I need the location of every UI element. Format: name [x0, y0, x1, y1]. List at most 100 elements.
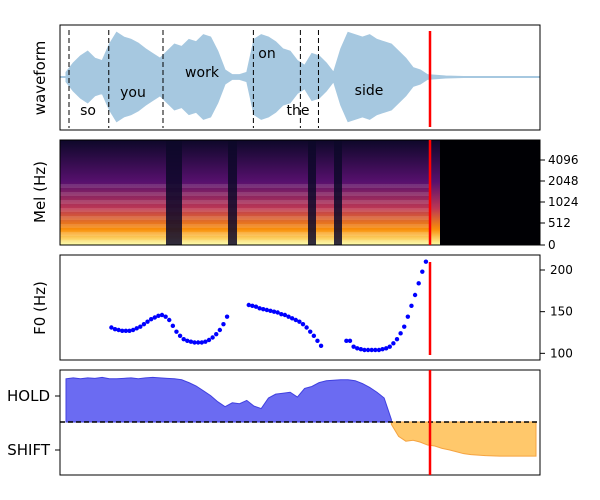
f0-point — [383, 346, 389, 351]
waveform-axes-frame — [59, 24, 541, 131]
mel-silence-gaps — [166, 140, 342, 245]
f0-point — [289, 316, 295, 321]
f0-point — [195, 340, 201, 345]
waveform-envelope — [60, 31, 540, 123]
f0-point — [170, 323, 176, 329]
f0-point — [185, 338, 190, 344]
mel-silence-region — [440, 140, 540, 245]
f0-point — [192, 340, 197, 345]
mel-gap — [308, 140, 316, 245]
f0-point — [376, 347, 382, 353]
f0-point — [344, 338, 349, 344]
f0-point — [402, 324, 407, 329]
f0-point — [156, 313, 161, 319]
f0-points — [109, 259, 429, 353]
f0-point — [145, 319, 150, 324]
mel-gap — [334, 140, 342, 245]
mel-tick-label: 2048 — [548, 174, 579, 188]
f0-point — [264, 307, 270, 313]
f0-point — [279, 311, 284, 317]
f0-point — [293, 317, 298, 323]
f0-point — [112, 326, 118, 332]
f0-point — [174, 329, 179, 334]
f0-point — [257, 306, 262, 311]
f0-point — [351, 344, 356, 349]
f0-point — [138, 324, 143, 329]
f0-point — [423, 259, 429, 264]
f0-point — [250, 303, 255, 309]
f0-point — [120, 328, 125, 334]
f0-point — [261, 306, 266, 312]
f0-point — [311, 333, 317, 339]
mel-tick-label: 4096 — [548, 153, 579, 167]
f0-point — [308, 329, 313, 334]
f0-point — [134, 326, 139, 331]
f0-point — [315, 338, 320, 344]
mel-tick-label: 512 — [548, 216, 571, 230]
f0-point — [405, 314, 411, 319]
f0-point — [271, 309, 277, 314]
f0-point — [358, 346, 364, 352]
word-label: the — [287, 103, 310, 119]
f0-point — [206, 337, 212, 343]
f0-point — [130, 327, 136, 333]
f0-point — [282, 312, 288, 318]
turn-tick-label: SHIFT — [7, 441, 51, 459]
hold-area — [65, 376, 392, 423]
f0-point — [362, 347, 367, 353]
f0-point — [297, 319, 302, 324]
f0-tick-label: 150 — [550, 305, 573, 319]
mel-yticks: 0 512 1024 2048 4096 — [540, 153, 579, 252]
f0-point — [300, 321, 306, 327]
mel-axes-frame — [59, 139, 541, 246]
mel-tick-label: 0 — [548, 238, 556, 252]
mel-ylabel: Mel (Hz) — [31, 161, 49, 223]
waveform-panel: so you work on the side waveform — [31, 24, 541, 131]
word-label: side — [355, 83, 384, 99]
turn-axes-frame — [59, 369, 541, 476]
f0-point — [416, 281, 421, 286]
shift-area — [390, 421, 537, 457]
f0-point — [221, 321, 226, 327]
word-label: so — [80, 103, 96, 119]
f0-ylabel: F0 (Hz) — [31, 281, 49, 335]
f0-point — [203, 339, 208, 344]
f0-point — [123, 328, 129, 334]
word-labels: so you work on the side — [80, 46, 383, 119]
f0-point — [373, 347, 378, 353]
f0-point — [253, 304, 259, 309]
f0-tick-label: 100 — [550, 346, 573, 360]
mel-tick-label: 1024 — [548, 195, 579, 209]
waveform-ylabel: waveform — [31, 41, 49, 116]
f0-yticks: 100 150 200 — [540, 263, 573, 360]
f0-point — [246, 302, 251, 308]
word-label: you — [120, 85, 146, 101]
turn-yticks: HOLD SHIFT — [7, 387, 60, 459]
word-label: work — [185, 65, 220, 81]
f0-point — [369, 347, 374, 353]
word-label: on — [258, 46, 275, 62]
f0-axes-frame — [59, 254, 541, 361]
f0-point — [275, 310, 280, 315]
turn-tick-label: HOLD — [7, 387, 50, 405]
mel-gap — [228, 140, 237, 245]
f0-point — [398, 331, 403, 336]
f0-point — [217, 327, 223, 333]
f0-panel: 100 150 200 F0 (Hz) — [31, 254, 573, 361]
f0-point — [224, 314, 230, 319]
f0-point — [163, 314, 168, 319]
f0-point — [148, 316, 154, 322]
turn-panel: HOLD SHIFT — [7, 369, 541, 476]
f0-point — [355, 346, 360, 351]
f0-tick-label: 200 — [550, 263, 573, 277]
f0-point — [268, 308, 273, 314]
f0-point — [420, 269, 425, 274]
f0-point — [387, 344, 392, 349]
f0-point — [177, 333, 183, 339]
f0-point — [394, 336, 400, 342]
f0-point — [116, 327, 121, 333]
f0-point — [412, 292, 418, 298]
f0-point — [380, 346, 385, 352]
f0-point — [391, 341, 396, 346]
f0-point — [409, 303, 414, 309]
